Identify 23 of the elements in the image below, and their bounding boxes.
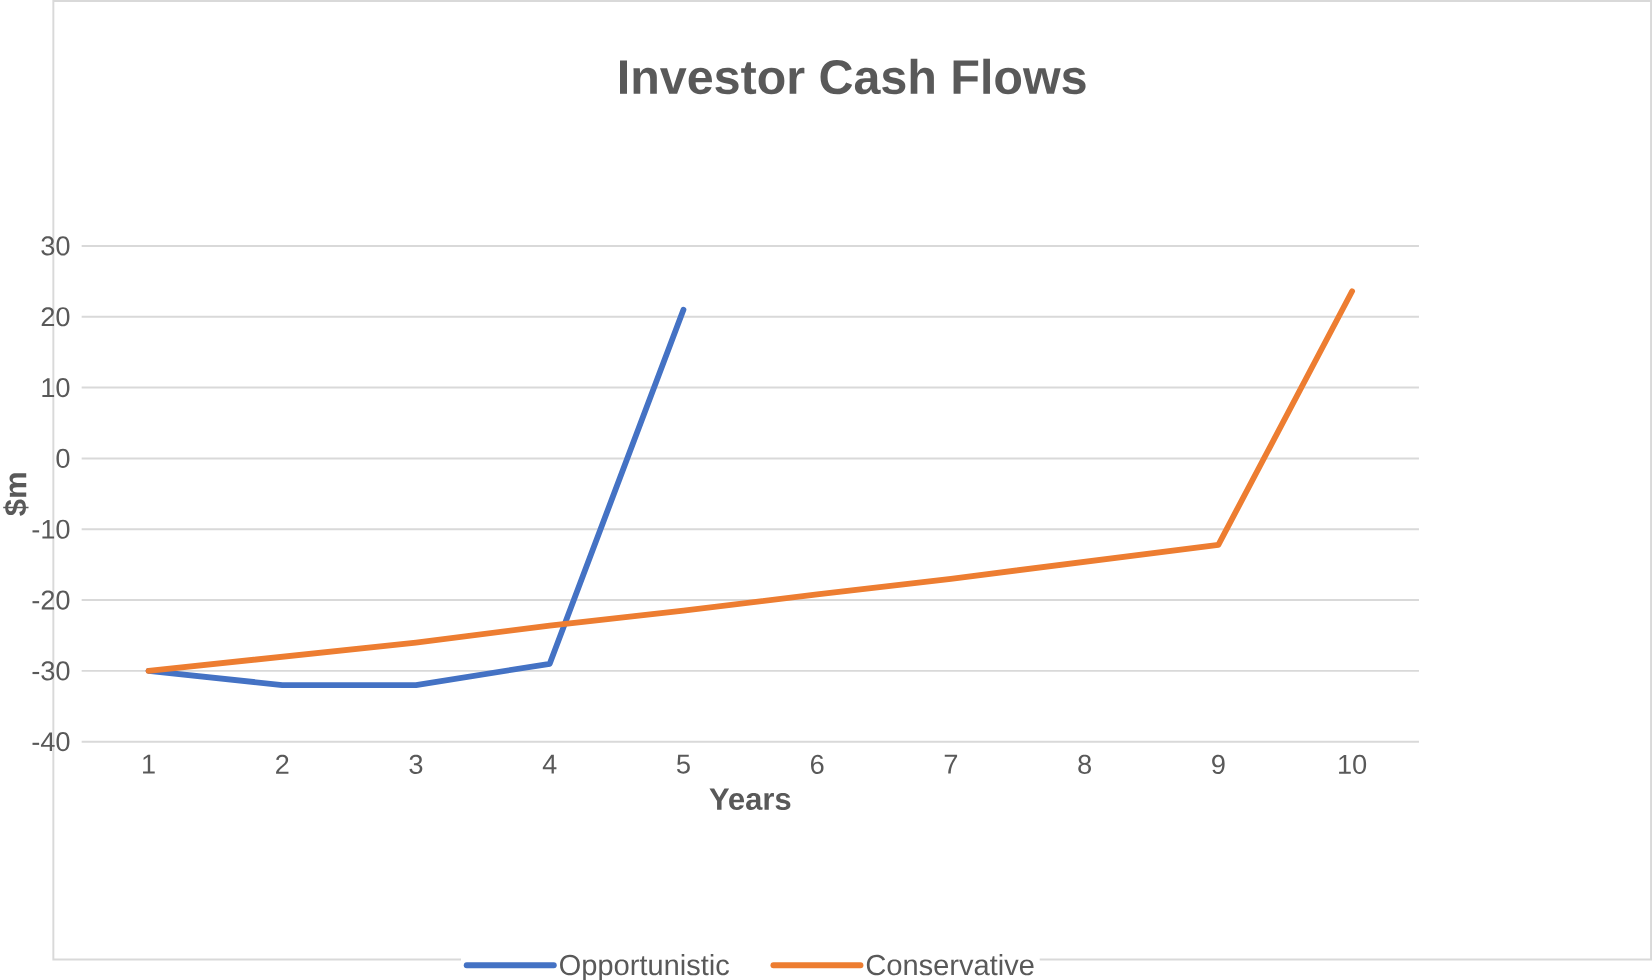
- y-tick-label: -40: [32, 731, 70, 752]
- x-tick-label: 9: [1212, 754, 1225, 774]
- x-tick-label: 1: [143, 754, 155, 774]
- y-tick-label: 30: [41, 236, 70, 256]
- legend-label: Opportunistic: [560, 953, 730, 980]
- y-tick-label: 20: [41, 307, 70, 327]
- y-tick-label: 10: [42, 377, 70, 398]
- x-tick-label: 2: [276, 754, 289, 774]
- x-tick-label: 6: [811, 754, 824, 774]
- legend-label: Conservative: [866, 953, 1034, 976]
- x-tick-label: 10: [1339, 754, 1367, 774]
- x-tick-label: 3: [409, 754, 423, 774]
- y-tick-label: -10: [32, 519, 70, 539]
- x-tick-label: 5: [676, 754, 690, 774]
- chart-title: Investor Cash Flows: [620, 58, 1086, 95]
- y-tick-label: -20: [32, 590, 70, 610]
- y-tick-label: -30: [32, 661, 70, 681]
- x-tick-label: 8: [1078, 754, 1091, 774]
- y-axis-title: $m: [3, 473, 29, 516]
- x-tick-label: 4: [542, 754, 557, 774]
- y-tick-label: 0: [56, 448, 70, 468]
- x-axis-title: Years: [709, 788, 791, 810]
- x-tick-label: 7: [944, 754, 958, 774]
